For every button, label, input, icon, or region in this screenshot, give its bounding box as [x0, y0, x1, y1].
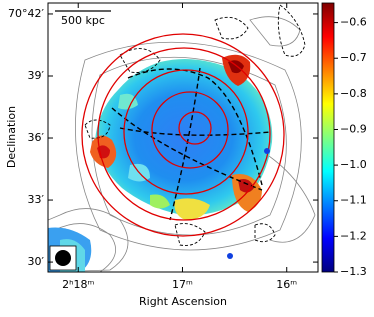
- y-tick-label: 39′: [28, 69, 45, 82]
- y-axis-label: Declination: [5, 106, 18, 168]
- y-tick-label: 36′: [28, 131, 45, 144]
- x-tick-label: 2ʰ18ᵐ: [62, 278, 94, 291]
- colorbar-tick-label: −1.1: [340, 194, 367, 207]
- y-tick-label: 70°42′: [8, 7, 44, 20]
- colorbar-tick-label: −0.6: [340, 16, 367, 29]
- scale-bar-label: 500 kpc: [61, 14, 105, 27]
- colorbar-tick-label: −0.7: [340, 51, 367, 64]
- y-tick-label: 30′: [28, 255, 45, 268]
- colorbar: [321, 2, 335, 273]
- colorbar-tick-label: −1.0: [340, 158, 367, 171]
- x-axis-label: Right Ascension: [139, 295, 227, 308]
- colorbar-tick-label: −0.9: [340, 122, 367, 135]
- colorbar-tick-label: −1.2: [340, 229, 367, 242]
- x-tick-label: 16ᵐ: [276, 278, 297, 291]
- colorbar-tick-label: −0.8: [340, 87, 367, 100]
- y-tick-label: 33′: [28, 193, 45, 206]
- sky-image: [48, 3, 318, 272]
- colorbar-tick-label: −1.3: [340, 265, 367, 278]
- plot-frame: [47, 2, 319, 273]
- x-tick-label: 17ᵐ: [172, 278, 193, 291]
